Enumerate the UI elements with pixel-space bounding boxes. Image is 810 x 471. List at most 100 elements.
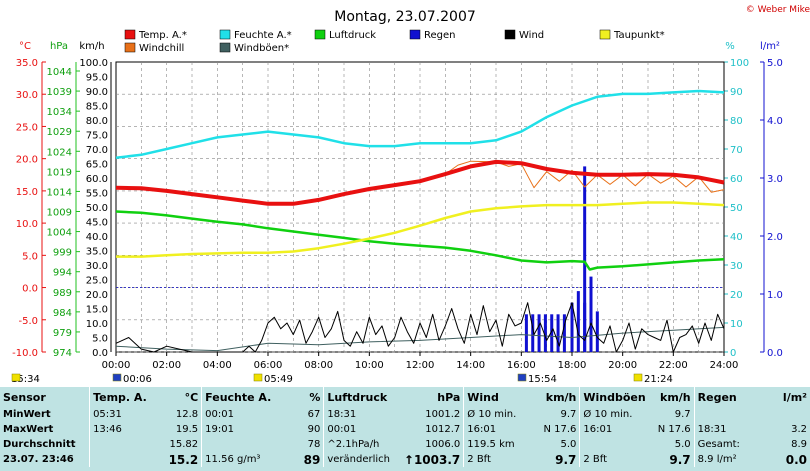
legend-swatch <box>124 29 136 40</box>
stat-header: l/m² <box>782 390 807 404</box>
temp-tick-label: 10.0 <box>16 219 38 230</box>
stat-cell: 9.7 <box>674 409 691 420</box>
humidity-tick-label: 70 <box>730 145 743 156</box>
stat-cell: Gesamt: <box>693 437 767 452</box>
sunrise-sunset-label: 15:34 <box>11 374 40 385</box>
legend-label: Temp. A.* <box>138 30 187 41</box>
stat-cell: 78 <box>307 439 321 450</box>
stat-cell: 5.0 <box>674 439 691 450</box>
stat-header: km/h <box>545 390 577 404</box>
stat-cell: 5.0 <box>560 439 577 450</box>
pressure-tick-label: 1009 <box>47 208 72 219</box>
x-tick-label: 14:00 <box>456 360 485 371</box>
stat-cell: 67 <box>307 409 321 420</box>
wind-tick-label: 35.0 <box>86 247 108 258</box>
legend-swatch <box>219 42 231 53</box>
x-tick-label: 18:00 <box>558 360 587 371</box>
wind-tick-label: 65.0 <box>86 160 108 171</box>
stat-cell: veränderlich <box>323 452 401 467</box>
wind-tick-label: 25.0 <box>86 276 108 287</box>
statistics-header-row: Sensor Temp. A. °C Feuchte A. % Luftdruc… <box>0 387 810 407</box>
legend-swatch <box>504 29 516 40</box>
humidity-tick-label: 90 <box>730 87 743 98</box>
wind-tick-label: 15.0 <box>86 305 108 316</box>
stat-cell: 8.9 l/m² <box>693 452 767 467</box>
temp-tick-label: 35.0 <box>16 58 38 69</box>
series-line-temp-a <box>115 159 725 206</box>
sunrise-sunset-label: 05:49 <box>264 374 293 385</box>
stat-cell: 11.56 g/m³ <box>201 452 280 467</box>
temp-tick-label: -10.0 <box>12 348 38 359</box>
rain-bar <box>570 302 574 352</box>
stat-cell: 9.7 <box>555 452 577 467</box>
rain-tick-label: 5.0 <box>767 58 783 69</box>
stat-cell: 9.7 <box>560 409 577 420</box>
pressure-tick-label: 1019 <box>47 167 72 178</box>
copyright-text: © Weber Mike <box>746 5 810 15</box>
sun-marker-icon <box>253 373 263 382</box>
stat-header: hPa <box>437 390 461 404</box>
pressure-axis-unit: hPa <box>50 41 68 52</box>
humidity-tick-label: 60 <box>730 174 743 185</box>
x-tick-label: 00:00 <box>102 360 131 371</box>
stat-cell: 1001.2 <box>425 409 461 420</box>
legend-swatch <box>219 29 231 40</box>
rain-bar <box>589 276 593 352</box>
rain-bar <box>537 314 541 352</box>
sun-marker-icon <box>112 373 122 382</box>
rain-bar <box>595 311 599 352</box>
temp-tick-label: 30.0 <box>16 90 38 101</box>
stat-cell: 16:01 <box>579 422 649 437</box>
stat-cell: 3.2 <box>791 424 807 435</box>
stat-header: Windböen <box>579 387 649 407</box>
pressure-tick-label: 1044 <box>47 67 72 78</box>
legend-swatch <box>409 29 421 40</box>
pressure-tick-label: 994 <box>53 268 72 279</box>
pressure-tick-label: 1014 <box>47 187 72 198</box>
row-label: 23.07. 23:46 <box>3 454 74 465</box>
stat-cell: ↑1003.7 <box>403 452 461 467</box>
stat-cell: 119.5 km <box>463 437 531 452</box>
stat-header: % <box>309 390 321 404</box>
wind-tick-label: 80.0 <box>86 116 108 127</box>
wind-tick-label: 45.0 <box>86 218 108 229</box>
legend-swatch <box>314 29 326 40</box>
statistics-row-average: Durchschnitt 15.82 78 ^2.1hPa/h 1006.0 1… <box>0 437 810 452</box>
stat-cell: 0.0 <box>785 452 807 467</box>
legend-label: Windböen* <box>234 43 289 54</box>
stat-cell: 18:31 <box>323 407 401 422</box>
stat-cell: 19:01 <box>201 422 280 437</box>
humidity-axis-unit: % <box>725 41 735 52</box>
wind-tick-label: 75.0 <box>86 131 108 142</box>
stat-cell: 1006.0 <box>425 439 461 450</box>
wind-tick-label: 20.0 <box>86 290 108 301</box>
wind-axis-unit: km/h <box>79 41 104 52</box>
legend-swatch <box>124 42 136 53</box>
stat-cell: 9.7 <box>669 452 691 467</box>
temp-axis-unit: °C <box>19 41 31 52</box>
stat-header: Luftdruck <box>323 387 401 407</box>
wind-tick-label: 100.0 <box>79 58 108 69</box>
wind-tick-label: 5.0 <box>92 334 108 345</box>
stat-header: °C <box>184 390 199 404</box>
x-tick-label: 10:00 <box>355 360 384 371</box>
temp-tick-label: 5.0 <box>22 251 38 262</box>
legend-swatch <box>599 29 611 40</box>
stat-header: Wind <box>463 387 531 407</box>
stat-cell: 8.9 <box>791 439 807 450</box>
row-label: MaxWert <box>3 424 54 435</box>
rain-bar <box>562 314 566 352</box>
statistics-panel: Sensor Temp. A. °C Feuchte A. % Luftdruc… <box>0 387 810 471</box>
temp-tick-label: 25.0 <box>16 122 38 133</box>
stat-cell: 16:01 <box>463 422 531 437</box>
humidity-tick-label: 20 <box>730 290 743 301</box>
humidity-tick-label: 0 <box>730 348 736 359</box>
stat-cell <box>766 407 810 422</box>
legend-label: Feuchte A.* <box>234 30 292 41</box>
pressure-tick-label: 979 <box>53 328 72 339</box>
pressure-tick-label: 989 <box>53 288 72 299</box>
stat-cell: 2 Bft <box>463 452 531 467</box>
stat-cell: 1012.7 <box>425 424 461 435</box>
series-line-windb-en <box>115 326 725 352</box>
statistics-row-min: MinWert 05:31 12.8 00:01 67 18:31 1001.2… <box>0 407 810 422</box>
